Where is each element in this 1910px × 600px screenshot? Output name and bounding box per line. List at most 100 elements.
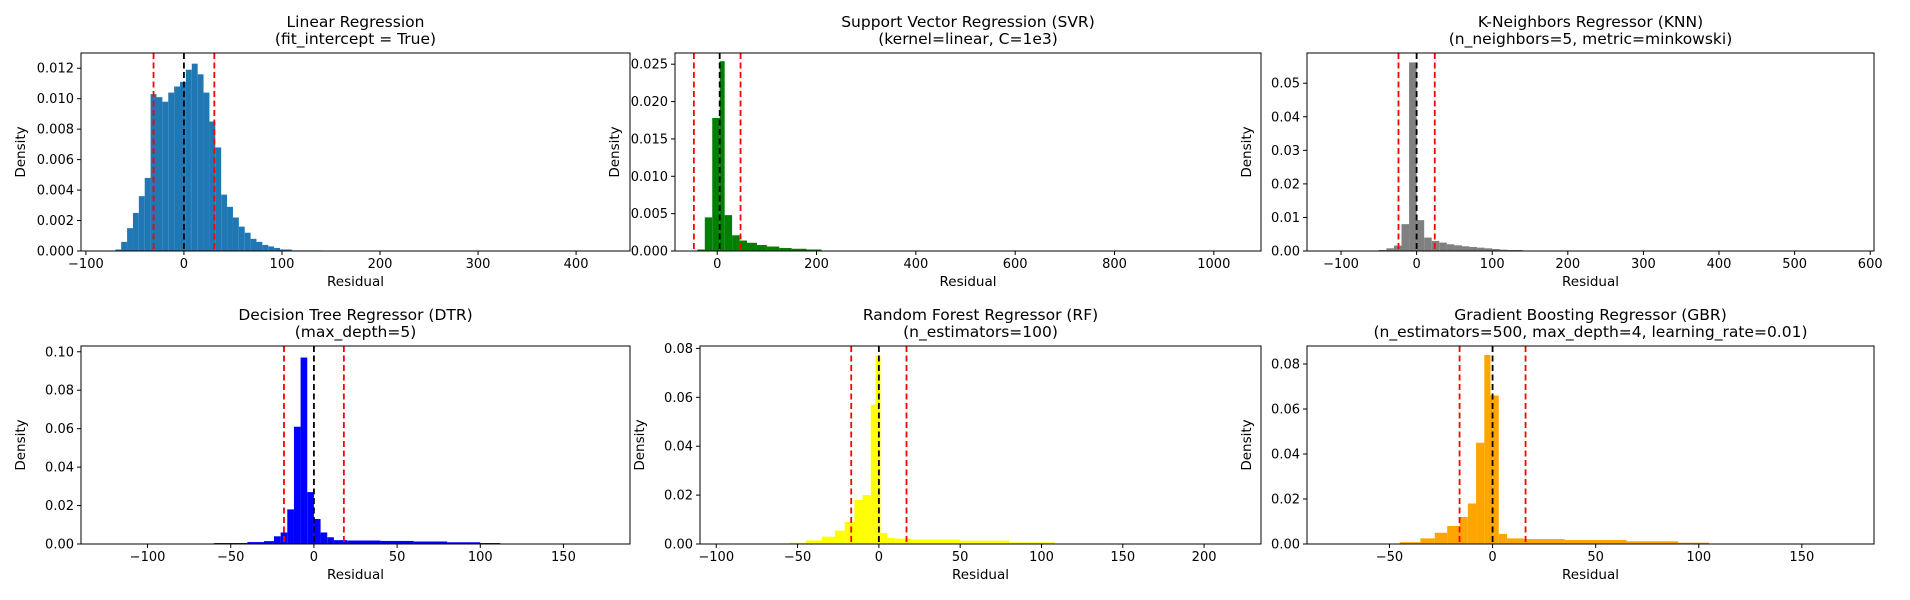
y-tick-label: 0.004 <box>37 184 74 199</box>
histogram-bar <box>697 249 705 251</box>
histogram-bar <box>834 530 845 544</box>
x-tick-label: 100 <box>270 257 295 272</box>
histogram-bar <box>724 215 733 251</box>
subplot-title: Random Forest Regressor (RF) <box>863 306 1098 324</box>
histogram-bar <box>262 244 269 251</box>
histogram-bar <box>191 63 198 252</box>
histogram-bar <box>144 177 151 251</box>
histogram-bar <box>1490 395 1499 544</box>
axes-frame <box>699 345 1262 545</box>
histogram-bar <box>862 495 871 544</box>
histogram-bar <box>1469 246 1478 251</box>
histogram-bar <box>115 249 122 251</box>
histogram-bar <box>1507 249 1523 251</box>
subplot-title: Decision Tree Regressor (DTR) <box>238 306 472 324</box>
histogram-bar <box>1008 542 1055 544</box>
x-tick-label: 0 <box>875 550 883 565</box>
histogram-bar <box>268 246 275 251</box>
histogram-bar <box>347 540 381 544</box>
histogram-bar <box>1506 538 1524 544</box>
subplot-title: Gradient Boosting Regressor (GBR) <box>1454 306 1727 324</box>
histogram-bar <box>739 240 748 251</box>
y-tick-label: 0.08 <box>1271 358 1300 373</box>
subplot-subtitle: (kernel=linear, C=1e3) <box>878 30 1058 48</box>
histogram-bar <box>287 509 294 544</box>
x-tick-label: 400 <box>564 257 589 272</box>
x-tick-label: 100 <box>1480 257 1505 272</box>
y-tick-label: 0.000 <box>37 245 74 260</box>
x-tick-label: 150 <box>1110 550 1135 565</box>
histogram-bar <box>779 248 792 251</box>
x-axis-label: Residual <box>327 274 384 290</box>
x-axis-label: Residual <box>327 567 384 583</box>
y-tick-label: 0.06 <box>1271 403 1300 418</box>
histogram-bar <box>806 249 822 251</box>
histogram-bar <box>1401 224 1410 251</box>
x-tick-label: −100 <box>1323 257 1359 272</box>
y-tick-label: 0.08 <box>664 342 693 357</box>
x-tick-label: 800 <box>1102 257 1127 272</box>
histogram-bar <box>1484 248 1493 251</box>
histogram-bar <box>300 357 308 544</box>
histogram-bar <box>1467 503 1477 544</box>
x-axis-label: Residual <box>952 567 1009 583</box>
y-tick-label: 0.00 <box>664 538 693 553</box>
histogram-bar <box>911 539 961 544</box>
histogram-bar <box>138 196 145 251</box>
histogram-bar <box>274 247 281 251</box>
histogram-bar <box>132 212 139 251</box>
x-tick-label: 50 <box>1587 550 1604 565</box>
histogram-bar <box>719 61 725 251</box>
y-tick-label: 0.006 <box>37 153 74 168</box>
x-tick-label: 200 <box>1555 257 1580 272</box>
histogram-bar <box>880 533 887 544</box>
histogram-bar <box>264 541 274 544</box>
histogram-bar <box>1434 532 1448 544</box>
x-tick-label: 50 <box>389 550 406 565</box>
x-tick-label: 200 <box>804 257 829 272</box>
x-axis-label: Residual <box>1562 274 1619 290</box>
histogram-bar <box>1420 538 1435 544</box>
subplot-title: Linear Regression <box>287 13 425 31</box>
x-tick-label: 400 <box>903 257 928 272</box>
subplot-subtitle: (fit_intercept = True) <box>275 30 436 49</box>
histogram-bar <box>1484 355 1491 544</box>
subplot-subtitle: (n_neighbors=5, metric=minkowski) <box>1449 30 1733 49</box>
histogram-bar <box>704 217 713 251</box>
x-tick-label: 100 <box>1686 550 1711 565</box>
x-tick-label: −100 <box>130 550 166 565</box>
histogram-bar <box>712 118 720 251</box>
histogram-bar <box>791 248 807 251</box>
histogram-bar <box>327 537 334 544</box>
x-axis-label: Residual <box>1562 567 1619 583</box>
y-tick-label: 0.02 <box>1271 177 1300 192</box>
histogram-bar <box>127 228 133 251</box>
x-tick-label: 50 <box>952 550 969 565</box>
y-tick-label: 0.04 <box>1271 448 1300 463</box>
x-tick-label: 300 <box>1631 257 1656 272</box>
subplot-5: −100 −50 0 50 100 150 200 0.00 0.02 0.04 0.06 0.08 R… <box>632 306 1262 583</box>
x-tick-label: 600 <box>1858 257 1883 272</box>
histogram-bar <box>1446 244 1455 251</box>
histogram-bar <box>895 538 912 544</box>
histogram-bar <box>1454 245 1462 251</box>
x-tick-label: 500 <box>1782 257 1807 272</box>
histogram-bar <box>180 81 186 251</box>
histogram-bar <box>1386 248 1394 251</box>
histogram-bar <box>875 355 881 544</box>
y-tick-label: 0.00 <box>1271 538 1300 553</box>
histogram-bar <box>844 522 855 544</box>
y-tick-label: 0.03 <box>1271 144 1300 159</box>
histogram-bar <box>1416 220 1425 251</box>
x-tick-label: −100 <box>698 550 734 565</box>
y-tick-label: 0.02 <box>664 489 693 504</box>
histogram-bar <box>209 121 216 252</box>
x-tick-label: −100 <box>68 257 104 272</box>
y-tick-label: 0.06 <box>664 391 693 406</box>
histogram-bar <box>307 492 314 544</box>
y-tick-label: 0.025 <box>631 58 668 73</box>
histogram-bar <box>238 226 245 251</box>
y-tick-label: 0.06 <box>45 422 74 437</box>
histogram-bar <box>1678 542 1710 544</box>
axes-frame <box>80 52 631 252</box>
